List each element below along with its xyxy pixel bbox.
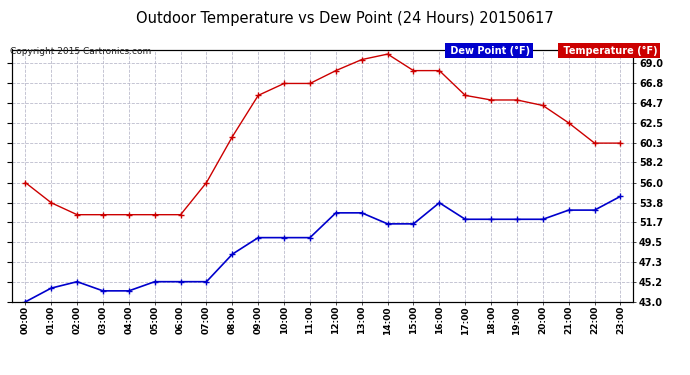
Text: Outdoor Temperature vs Dew Point (24 Hours) 20150617: Outdoor Temperature vs Dew Point (24 Hou…: [136, 11, 554, 26]
Text: Copyright 2015 Cartronics.com: Copyright 2015 Cartronics.com: [10, 47, 152, 56]
Text: Temperature (°F): Temperature (°F): [560, 46, 658, 56]
Text: Dew Point (°F): Dew Point (°F): [447, 46, 530, 56]
